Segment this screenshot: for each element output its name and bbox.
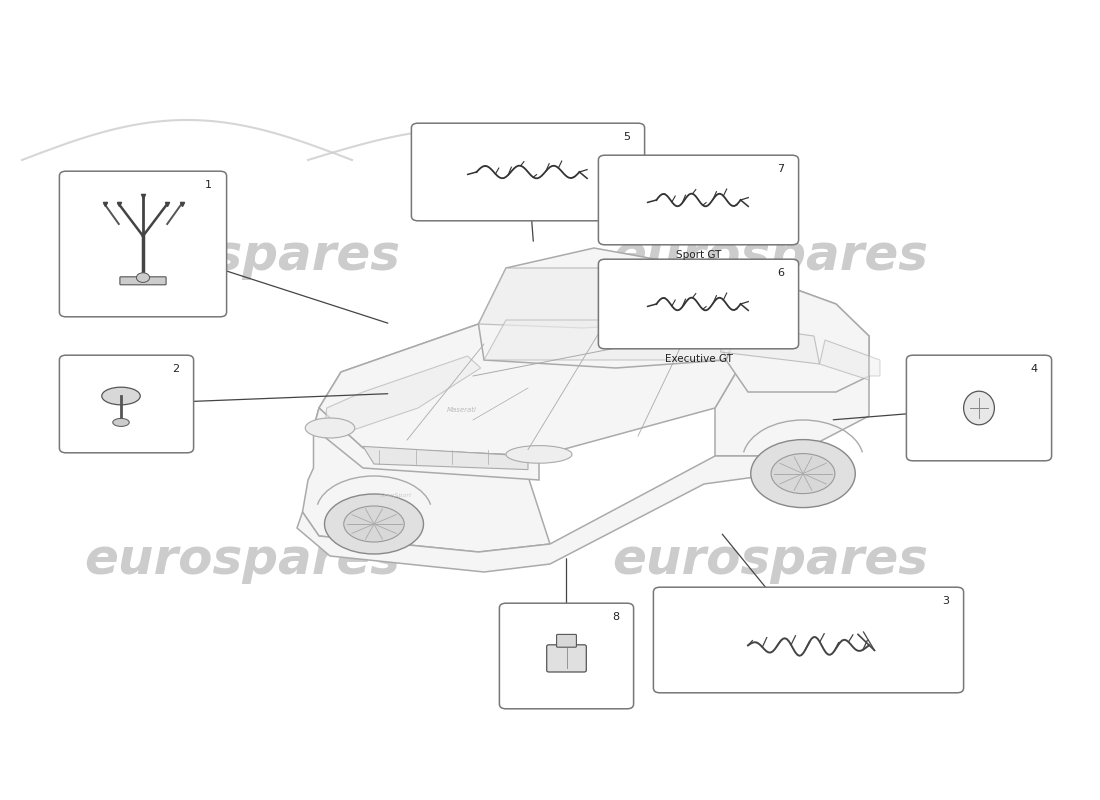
Polygon shape [302,324,550,552]
FancyBboxPatch shape [598,155,799,245]
Polygon shape [869,356,880,376]
Text: 4: 4 [1031,364,1037,374]
Polygon shape [297,456,792,572]
Ellipse shape [964,391,994,425]
FancyBboxPatch shape [59,355,194,453]
Text: Sport GT: Sport GT [675,250,722,261]
Polygon shape [478,268,715,328]
Text: eurospares: eurospares [612,232,928,280]
Text: Executive GT: Executive GT [664,354,733,365]
Text: 7: 7 [778,164,784,174]
Text: 5: 5 [624,132,630,142]
Ellipse shape [506,446,572,463]
Ellipse shape [324,494,424,554]
Text: 3: 3 [943,596,949,606]
Polygon shape [715,288,869,456]
Text: 6: 6 [778,268,784,278]
Text: 2: 2 [173,364,179,374]
FancyBboxPatch shape [120,277,166,285]
Text: eurospares: eurospares [612,536,928,584]
Ellipse shape [112,418,130,426]
FancyBboxPatch shape [557,634,576,647]
FancyBboxPatch shape [598,259,799,349]
Text: eurospares: eurospares [84,232,400,280]
Ellipse shape [343,506,405,542]
Text: 8: 8 [613,612,619,622]
FancyBboxPatch shape [59,171,227,317]
FancyBboxPatch shape [547,645,586,672]
Ellipse shape [750,440,856,508]
Polygon shape [319,320,748,456]
FancyBboxPatch shape [499,603,634,709]
Text: Maserati: Maserati [447,406,477,413]
Polygon shape [314,408,539,480]
Polygon shape [720,324,820,364]
Ellipse shape [771,454,835,494]
Polygon shape [363,446,528,470]
Polygon shape [820,340,869,380]
FancyBboxPatch shape [906,355,1052,461]
Ellipse shape [101,387,141,405]
Polygon shape [324,356,481,436]
Polygon shape [484,320,726,360]
FancyBboxPatch shape [653,587,964,693]
Text: eurospares: eurospares [84,536,400,584]
Polygon shape [726,288,869,392]
Text: GranSport: GranSport [379,494,412,498]
Ellipse shape [306,418,354,438]
Text: 1: 1 [206,180,212,190]
FancyBboxPatch shape [411,123,645,221]
Ellipse shape [136,273,150,282]
Polygon shape [478,248,748,368]
